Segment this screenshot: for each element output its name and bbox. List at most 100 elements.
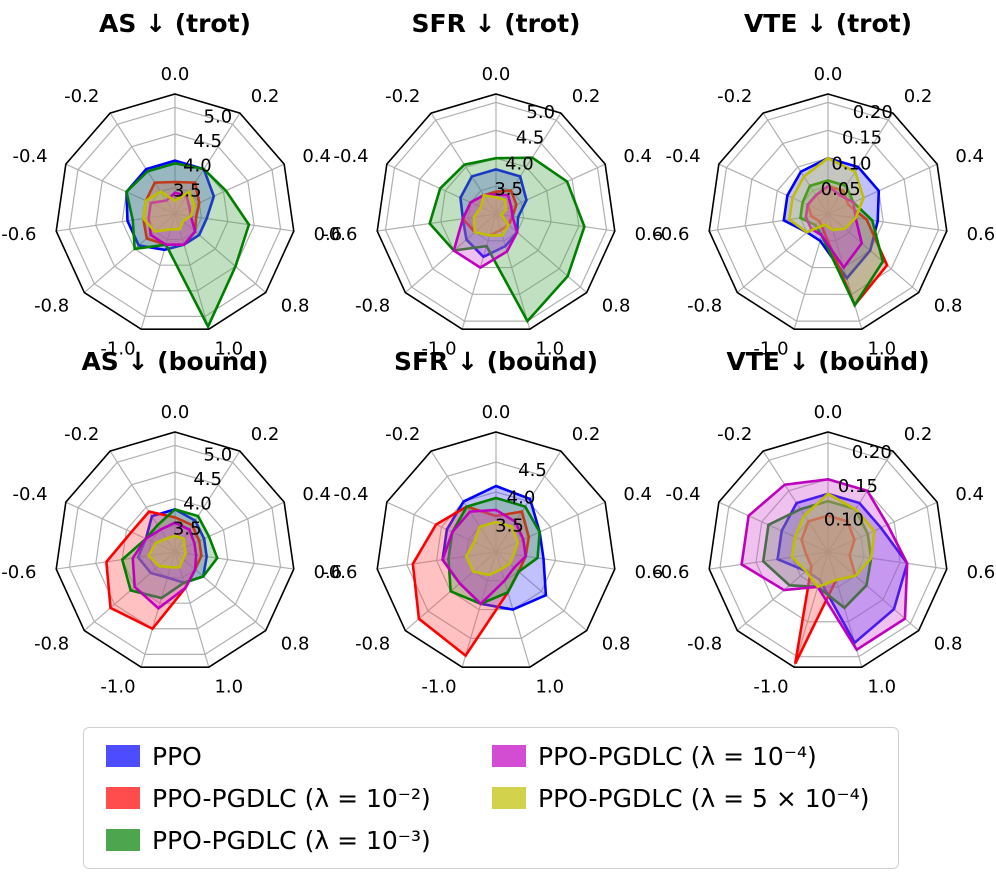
chart-title: AS ↓ (trot) [99,9,251,38]
grid-spoke [377,551,497,570]
angle-label: 1.0 [867,338,896,359]
grid-spoke [174,213,210,330]
radial-tick-label: 0.10 [824,509,864,530]
legend-swatch-lambda-5e-4 [492,787,526,809]
angle-label: -0.2 [717,424,752,445]
angle-label: 0.6 [314,562,343,583]
angle-label: -0.6 [322,224,357,245]
angle-label: -0.8 [355,296,390,317]
angle-label: 0.4 [623,146,652,167]
angle-label: -0.4 [334,484,369,505]
radial-tick-label: 3.5 [494,179,523,200]
angle-label: 0.8 [602,296,631,317]
outer-frame [376,431,616,668]
grid-ring [95,133,255,292]
series-area-ppo-pgdlc-5-10 [141,189,196,233]
legend-swatch-lambda-1e-3 [106,829,140,851]
angle-label: 1.0 [867,676,896,697]
angle-label: 0.0 [482,64,511,85]
angle-label: -0.6 [1,562,36,583]
grid-spoke [65,163,176,215]
legend: PPO PPO-PGDLC (λ = 10⁻²) PPO-PGDLC (λ = … [83,727,899,869]
series-area-ppo-pgdlc-10 [798,179,885,308]
grid-spoke [827,213,863,330]
grid-spoke [827,551,947,570]
angle-label: -0.2 [64,86,99,107]
grid-spoke [174,551,210,668]
angle-label: -0.4 [666,146,701,167]
angle-label: 0.2 [251,86,280,107]
grid-spoke [827,551,920,632]
grid-spoke [827,501,938,553]
grid-ring [412,129,580,295]
radar-chart-sfr-bound: SFR ↓ (bound) 3.5 4.0 4.5 0.0 0.2 0.4 0.6 0.8 1.0… [322,347,663,697]
angle-label: -1.0 [100,676,135,697]
radar-figure: AS ↓ (trot) 3.5 4.0 4.5 5.0 0.0 0.2 0.4 0.6 0.8 1.… [1,9,995,697]
grid-spoke [140,213,176,330]
radial-tick-label: 3.5 [495,515,524,536]
radial-tick-label: 4.0 [183,494,212,515]
grid-spoke [174,213,294,232]
chart-title: SFR ↓ (bound) [394,347,598,376]
angle-label: -1.0 [421,338,456,359]
angle-label: 0.0 [161,402,190,423]
grid-ring [68,106,282,317]
radial-tick-label: 4.0 [507,488,536,509]
angle-label: 0.8 [281,296,310,317]
series-area-ppo-pgdlc-5-10 [787,156,865,234]
angle-label: 1.0 [535,338,564,359]
grid-spoke [827,450,894,553]
radial-tick-label: 0.15 [838,476,878,497]
radar-chart-sfr-trot: SFR ↓ (trot) 3.5 4.0 4.5 5.0 0.0 0.2 0.4 0.6 0.8 1… [322,9,663,359]
grid-spoke [495,551,615,570]
series-area-ppo-pgdlc-5-10 [790,492,876,589]
radial-tick-label: 0.20 [852,442,892,463]
radial-tick-label: 0.15 [842,128,882,149]
grid-ring [95,471,255,630]
series-area-ppo-pgdlc-5-10 [472,193,511,237]
angle-label: 0.2 [572,86,601,107]
angle-label: -1.0 [100,338,135,359]
grid-spoke [827,163,938,215]
radial-tick-label: 4.5 [518,460,547,481]
angle-label: 0.8 [934,634,963,655]
angle-label: -0.4 [334,146,369,167]
grid-spoke [793,213,829,330]
angle-label: -0.4 [666,484,701,505]
series-area-ppo-pgdlc-10 [452,193,519,270]
grid-spoke [174,213,267,294]
grid-spoke [793,551,829,668]
angle-label: 0.2 [904,86,933,107]
chart-title: VTE ↓ (bound) [726,347,929,376]
angle-label: -0.4 [13,146,48,167]
angle-label: 0.2 [251,424,280,445]
series-area-ppo-pgdlc-5-10 [464,520,520,577]
angle-label: 0.2 [572,424,601,445]
angle-label: 0.8 [602,634,631,655]
outer-frame [55,431,295,668]
legend-label-ppo: PPO [152,741,202,771]
grid-ring [68,444,282,655]
legend-label-lambda-1e-4: PPO-PGDLC (λ = 10⁻⁴) [538,741,817,771]
grid-spoke [56,213,176,232]
legend-swatch-lambda-1e-2 [106,787,140,809]
grid-spoke [386,163,497,215]
angle-label: -1.0 [753,676,788,697]
series-area-ppo-pgdlc-5-10 [146,534,187,569]
radial-tick-label: 0.10 [831,153,871,174]
grid-spoke [827,213,920,294]
grid-ring [440,157,552,269]
angle-label: -0.8 [687,296,722,317]
radar-chart-vte-trot: VTE ↓ (trot) 0.05 0.10 0.15 0.20 0.0 0.2 0.4 0.6… [654,9,995,359]
series-area-ppo-pgdlc-10 [761,499,873,610]
grid-spoke [495,551,588,632]
angle-label: 0.0 [482,402,511,423]
grid-spoke [404,213,497,294]
angle-label: 0.0 [814,64,843,85]
series-area-ppo-pgdlc-10 [105,510,203,631]
radar-chart-as-trot: AS ↓ (trot) 3.5 4.0 4.5 5.0 0.0 0.2 0.4 0.6 0.8 1.… [1,9,342,359]
grid-ring [406,461,586,639]
radial-tick-label: 4.0 [505,153,534,174]
grid-ring [121,498,229,604]
angle-label: -0.8 [687,634,722,655]
